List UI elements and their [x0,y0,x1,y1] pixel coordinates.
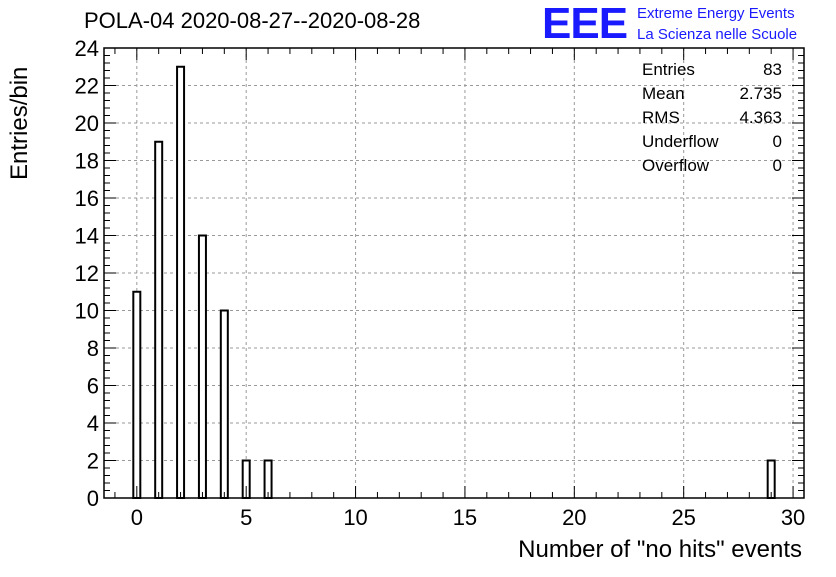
y-tick-label: 8 [87,336,99,361]
stat-label: Mean [642,84,685,103]
histogram-bar [132,290,142,499]
histogram-bar [176,65,186,499]
y-tick-label: 22 [75,74,99,99]
y-tick-label: 16 [75,186,99,211]
x-tick-label: 30 [781,505,805,530]
x-tick-label: 5 [240,505,252,530]
x-tick-label: 15 [453,505,477,530]
y-tick-label: 18 [75,149,99,174]
y-axis-label: Entries/bin [6,66,33,180]
x-tick-label: 20 [562,505,586,530]
y-tick-label: 4 [87,411,99,436]
stat-mean: Mean 2.735 [642,84,782,108]
stat-underflow: Underflow 0 [642,132,782,156]
stat-entries: Entries 83 [642,60,782,84]
stat-label: Underflow [642,132,719,151]
logo-line-1: Extreme Energy Events [637,5,795,22]
stat-value: 0 [772,156,782,175]
y-tick-label: 14 [75,224,99,249]
x-tick-label: 25 [671,505,695,530]
histogram-bar [154,140,164,499]
stats-box: Entries 83 Mean 2.735 RMS 4.363 Underflo… [642,60,782,180]
logo-mark: EEE [542,0,628,48]
eee-logo: EEE Extreme Energy Events La Scienza nel… [542,2,832,46]
stat-value: 2.735 [739,84,782,103]
y-tick-label: 10 [75,299,99,324]
y-tick-label: 6 [87,374,99,399]
logo-line-2: La Scienza nelle Scuole [637,26,798,43]
y-tick-label: 2 [87,449,99,474]
x-tick-label: 10 [343,505,367,530]
axes [103,47,805,499]
y-tick-label: 24 [75,36,99,61]
stat-value: 4.363 [739,108,782,127]
y-tick-label: 20 [75,111,99,136]
histogram-bar [219,309,229,499]
y-tick-label: 12 [75,261,99,286]
chart-title: POLA-04 2020-08-27--2020-08-28 [84,8,421,33]
stat-value: 83 [763,60,782,79]
stat-value: 0 [772,132,782,151]
stat-label: Overflow [642,156,710,175]
y-tick-label: 0 [87,486,99,511]
histogram-bar [197,234,207,499]
stat-label: RMS [642,108,680,127]
stat-overflow: Overflow 0 [642,156,782,180]
x-tick-label: 0 [131,505,143,530]
x-axis-label: Number of "no hits" events [518,536,802,563]
stat-label: Entries [642,60,695,79]
stat-rms: RMS 4.363 [642,108,782,132]
